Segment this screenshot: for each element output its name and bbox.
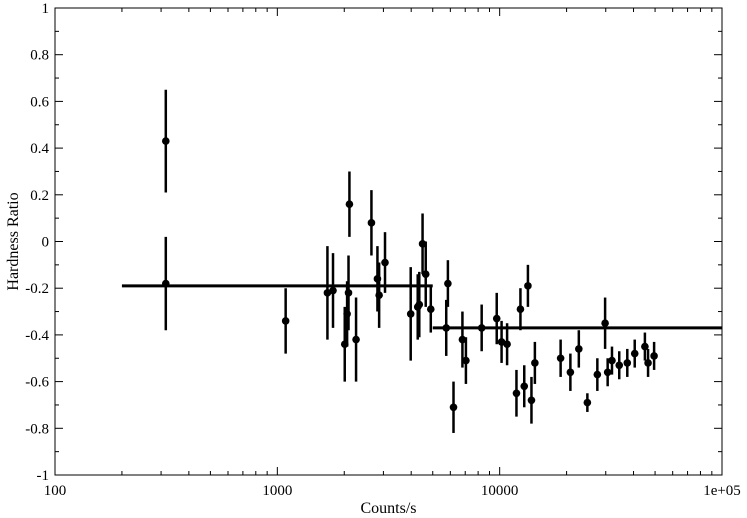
data-point [593, 370, 602, 379]
data-point [477, 324, 486, 332]
data-point [161, 279, 170, 288]
y-tick-label: 0.4 [30, 141, 49, 157]
data-point [344, 289, 353, 297]
x-tick-label: 100 [44, 483, 67, 499]
y-tick-label: -0.2 [25, 281, 49, 297]
data-point [426, 305, 435, 314]
data-point [608, 356, 616, 365]
y-tick-label: -0.8 [25, 421, 49, 437]
y-tick-label: 0.2 [30, 188, 49, 204]
data-point [381, 258, 389, 267]
y-tick-label: 1 [42, 1, 50, 17]
data-point [345, 200, 354, 208]
data-point [449, 403, 458, 412]
data-point [641, 342, 649, 351]
data-point [375, 291, 383, 300]
y-tick-label: -1 [37, 468, 50, 484]
data-point [281, 317, 290, 325]
data-point [603, 368, 612, 377]
data-point [161, 137, 170, 145]
data-point [575, 345, 583, 353]
data-point [520, 382, 529, 391]
data-point [458, 335, 467, 344]
x-axis-label: Counts/s [360, 500, 416, 517]
y-tick-label: 0.6 [30, 94, 49, 110]
data-point [601, 319, 609, 328]
data-point [406, 310, 415, 318]
data-point [527, 396, 536, 405]
data-point [418, 240, 427, 248]
data-point [462, 356, 470, 365]
data-point [630, 349, 639, 358]
data-point [492, 314, 501, 323]
y-tick-label: 0.8 [30, 48, 49, 64]
data-point [512, 389, 521, 398]
x-tick-label: 1e+05 [703, 483, 741, 499]
x-tick-label: 10000 [481, 483, 519, 499]
y-tick-label: 0 [42, 235, 50, 251]
data-point [531, 359, 539, 367]
data-point [615, 361, 624, 370]
y-axis-label: Hardness Ratio [5, 192, 22, 290]
data-point [415, 300, 424, 309]
data-point [650, 352, 658, 360]
y-tick-label: -0.6 [25, 375, 49, 391]
axis-ticks: -1 -0.8 -0.6 -0.4 -0.2 0 0.2 0.4 0.6 0.8 1 100 1000 1… [25, 1, 741, 499]
data-point [644, 359, 652, 367]
data-point [516, 305, 525, 314]
y-tick-label: -0.4 [25, 328, 49, 344]
data-point [623, 359, 632, 367]
plot-frame [54, 7, 723, 476]
data-points [161, 89, 658, 433]
data-point [583, 398, 592, 407]
data-point [503, 340, 511, 349]
x-tick-label: 1000 [262, 483, 292, 499]
data-point [343, 310, 351, 318]
data-point [421, 270, 430, 278]
data-point [444, 279, 452, 288]
data-point [524, 282, 532, 290]
data-point [556, 354, 565, 363]
data-point [329, 286, 337, 295]
data-point [367, 219, 376, 227]
data-point [566, 368, 575, 377]
data-point [352, 335, 360, 344]
data-point [442, 324, 451, 332]
